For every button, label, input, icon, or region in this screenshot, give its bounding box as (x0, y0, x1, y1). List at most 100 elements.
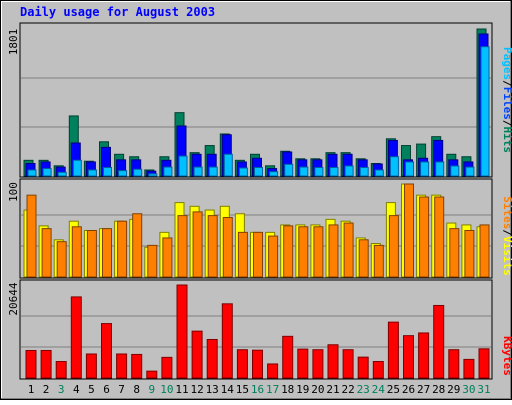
y-max-label-visits: 100 (7, 182, 20, 202)
kbytes-bar-30 (463, 358, 475, 379)
sites-bar-16 (253, 231, 263, 278)
kbytes-bar-24 (372, 361, 384, 379)
x-tick-label-30: 30 (462, 383, 475, 396)
x-tick-label-10: 10 (160, 383, 173, 396)
legend-visits-sites: Sites/Visits (501, 196, 512, 276)
sites-bar-28 (434, 196, 445, 278)
sites-bar-19 (298, 226, 309, 278)
legend-visits: Visits (501, 236, 512, 276)
pages-bar-19 (299, 166, 309, 177)
y-max-label-hits: 1801 (7, 29, 20, 56)
pages-bar-26 (405, 161, 414, 177)
x-tick-label-13: 13 (206, 383, 219, 396)
x-tick-label-1: 1 (28, 383, 35, 396)
pages-bar-24 (374, 169, 384, 177)
sites-bar-23 (358, 239, 369, 278)
pages-bar-20 (314, 167, 324, 177)
sites-bar-13 (207, 215, 218, 278)
sites-bar-7 (117, 220, 128, 278)
pages-bar-27 (420, 161, 430, 177)
sites-bar-31 (479, 224, 490, 278)
kbytes-bar-22 (342, 349, 354, 379)
pages-bar-12 (193, 166, 203, 177)
pages-bar-8 (133, 168, 143, 177)
sites-bar-24 (373, 244, 384, 278)
x-tick-label-25: 25 (387, 383, 400, 396)
kbytes-bar-26 (403, 335, 414, 379)
sites-bar-12 (192, 211, 203, 278)
kbytes-bar-25 (387, 321, 399, 379)
pages-bar-14 (223, 153, 233, 177)
y-max-label-kbytes: 20644 (7, 282, 20, 315)
pages-bar-4 (72, 159, 82, 177)
x-tick-label-16: 16 (251, 383, 264, 396)
sites-bar-8 (132, 213, 143, 278)
x-tick-labels: 1 2 3 4 5 6 7 8 9 10 11 12 13 14 15 16 17 18 19 20 21 22 23 24 2… (28, 383, 491, 396)
kbytes-bar-4 (70, 296, 82, 379)
pages-bar-15 (238, 167, 248, 177)
x-tick-label-11: 11 (175, 383, 188, 396)
kbytes-bar-27 (418, 332, 430, 379)
sites-bar-21 (328, 224, 339, 278)
x-tick-label-23: 23 (357, 383, 370, 396)
kbytes-bar-10 (161, 356, 173, 379)
x-tick-label-24: 24 (372, 383, 386, 396)
x-tick-label-29: 29 (447, 383, 460, 396)
sites-bar-20 (313, 226, 324, 278)
pages-bar-31 (480, 46, 490, 177)
sites-bar-9 (147, 244, 158, 278)
pages-bar-29 (450, 165, 460, 177)
pages-bar-13 (208, 166, 218, 177)
x-tick-label-28: 28 (432, 383, 445, 396)
sites-bar-4 (71, 226, 82, 278)
kbytes-bar-16 (252, 349, 263, 379)
sites-bar-17 (268, 235, 279, 278)
kbytes-bar-31 (478, 348, 490, 379)
kbytes-bar-7 (116, 353, 128, 379)
x-tick-label-26: 26 (402, 383, 415, 396)
kbytes-bar-6 (101, 323, 112, 379)
x-tick-label-31: 31 (477, 383, 490, 396)
x-tick-label-12: 12 (190, 383, 203, 396)
x-tick-label-14: 14 (221, 383, 235, 396)
sites-bar-29 (449, 228, 460, 278)
pages-bar-9 (148, 173, 158, 177)
x-tick-label-9: 9 (148, 383, 155, 396)
sites-bar-10 (162, 237, 173, 278)
pages-bar-30 (465, 166, 475, 177)
x-tick-label-22: 22 (341, 383, 354, 396)
kbytes-bar-21 (327, 344, 339, 379)
x-tick-label-17: 17 (266, 383, 279, 396)
pages-bar-17 (269, 171, 279, 177)
x-tick-label-8: 8 (133, 383, 140, 396)
x-tick-label-2: 2 (43, 383, 50, 396)
pages-bar-2 (42, 168, 52, 177)
kbytes-bar-20 (312, 349, 324, 379)
sites-bar-27 (419, 196, 430, 278)
kbytes-bar-18 (282, 335, 294, 379)
pages-bar-21 (329, 167, 339, 177)
chart-title: Daily usage for August 2003 (20, 5, 215, 19)
pages-bar-22 (344, 165, 354, 177)
legend-files: Files (501, 87, 512, 120)
x-tick-label-3: 3 (58, 383, 65, 396)
kbytes-bar-28 (433, 304, 445, 379)
sites-bar-14 (222, 216, 233, 278)
sites-bar-18 (283, 225, 294, 278)
legend-sep-3: / (501, 229, 512, 236)
kbytes-bar-11 (176, 284, 188, 379)
sites-bar-26 (404, 183, 414, 278)
x-tick-label-6: 6 (103, 383, 110, 396)
legend-kbytes: KBytes (501, 336, 512, 376)
x-tick-label-21: 21 (326, 383, 339, 396)
kbytes-bar-5 (85, 353, 97, 379)
kbytes-bar-14 (221, 303, 233, 379)
sites-bar-11 (177, 215, 188, 278)
pages-bar-28 (435, 161, 445, 177)
legend-sep-1: / (501, 80, 512, 87)
sites-bar-1 (26, 194, 37, 278)
x-tick-label-20: 20 (311, 383, 324, 396)
kbytes-bar-8 (131, 353, 143, 379)
legend-sites: Sites (501, 196, 512, 229)
